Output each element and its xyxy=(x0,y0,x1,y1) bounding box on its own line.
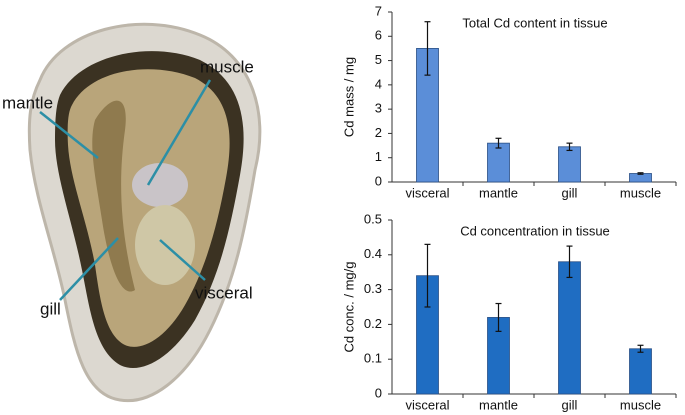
y-tick-label: 5 xyxy=(375,52,382,67)
y-tick-label: 7 xyxy=(375,3,382,18)
error-bar xyxy=(424,21,431,76)
pointer-lines xyxy=(39,79,212,301)
y-tick-label: 0 xyxy=(375,173,382,188)
error-bar xyxy=(637,344,644,353)
bar xyxy=(558,261,581,395)
y-tick-label: 0.3 xyxy=(364,281,382,296)
photo-label: visceral xyxy=(195,283,253,302)
error-bar xyxy=(495,302,502,332)
chart-title: Total Cd content in tissue xyxy=(462,15,607,30)
x-tick-label: muscle xyxy=(620,397,661,412)
x-tick-label: gill xyxy=(562,397,578,412)
y-tick-label: 0.4 xyxy=(364,246,382,261)
x-tick-label: mantle xyxy=(479,397,518,412)
y-tick-label: 0.2 xyxy=(364,316,382,331)
y-tick-label: 1 xyxy=(375,149,382,164)
x-tick-label: visceral xyxy=(405,185,449,200)
y-axis-label: Cd mass / mg xyxy=(341,57,356,137)
pointer xyxy=(59,237,119,301)
bar xyxy=(629,348,652,395)
y-tick-label: 3 xyxy=(375,101,382,116)
x-tick-label: mantle xyxy=(479,185,518,200)
error-bar xyxy=(637,172,644,175)
bar xyxy=(487,142,510,183)
photo-label: mantle xyxy=(2,93,53,112)
y-tick-label: 0 xyxy=(375,385,382,400)
chart-title: Cd concentration in tissue xyxy=(460,223,610,238)
error-bar xyxy=(566,245,573,279)
oyster-photo: muscle mantle gill visceral xyxy=(2,22,262,403)
photo-label: gill xyxy=(40,299,61,318)
pointer xyxy=(39,111,99,159)
y-tick-label: 4 xyxy=(375,76,382,91)
x-tick-label: gill xyxy=(562,185,578,200)
photo-label: muscle xyxy=(200,57,254,76)
error-bar xyxy=(566,142,573,152)
y-tick-label: 2 xyxy=(375,125,382,140)
error-bar xyxy=(495,137,502,149)
bar xyxy=(558,146,581,183)
x-tick-label: muscle xyxy=(620,185,661,200)
pointer xyxy=(159,239,206,281)
x-tick-label: visceral xyxy=(405,397,449,412)
y-tick-label: 6 xyxy=(375,28,382,43)
error-bar xyxy=(424,243,431,308)
y-axis-label: Cd conc. / mg/g xyxy=(341,261,356,352)
pointer xyxy=(146,79,212,186)
gill-band xyxy=(92,100,135,292)
y-tick-label: 0.1 xyxy=(364,351,382,366)
muscle-spot xyxy=(132,163,188,207)
y-tick-label: 0.5 xyxy=(364,211,382,226)
